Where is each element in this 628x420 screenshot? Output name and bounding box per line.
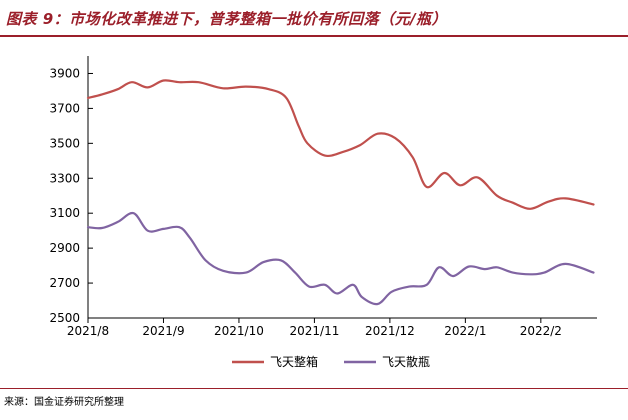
figure-title: 图表 9：市场化改革推进下，普茅整箱一批价有所回落（元/瓶） <box>6 10 448 28</box>
x-tick-label: 2021/11 <box>289 324 339 338</box>
series-line-2 <box>86 211 595 306</box>
x-tick-label: 2021/10 <box>214 324 264 338</box>
x-tick-label: 2021/12 <box>365 324 415 338</box>
legend-label-1: 飞天整箱 <box>270 354 318 369</box>
axes: 2500 2700 2900 3100 3300 3500 3700 3900 2021/8 20… <box>49 56 597 338</box>
x-tick-label: 2021/9 <box>142 324 184 338</box>
y-tick-label: 2700 <box>49 276 80 290</box>
y-tick-label: 3100 <box>49 206 80 220</box>
x-tick-label: 2021/8 <box>67 324 109 338</box>
x-tick-label: 2022/1 <box>444 324 486 338</box>
line-chart: 2500 2700 2900 3100 3300 3500 3700 3900 2021/8 20… <box>49 56 597 369</box>
title-divider <box>0 35 628 37</box>
y-tick-label: 3300 <box>49 171 80 185</box>
series-line-1 <box>86 79 595 210</box>
y-tick-label: 3500 <box>49 136 80 150</box>
plot-area <box>86 79 595 306</box>
legend: 飞天整箱 飞天散瓶 <box>232 354 430 369</box>
y-tick-label: 3900 <box>49 66 80 80</box>
y-tick-label: 3700 <box>49 101 80 115</box>
legend-label-2: 飞天散瓶 <box>382 354 430 369</box>
x-tick-label: 2022/2 <box>520 324 562 338</box>
footer-divider <box>0 388 628 389</box>
source-note: 来源：国金证券研究所整理 <box>4 397 124 408</box>
y-tick-label: 2500 <box>49 311 80 325</box>
y-tick-label: 2900 <box>49 241 80 255</box>
